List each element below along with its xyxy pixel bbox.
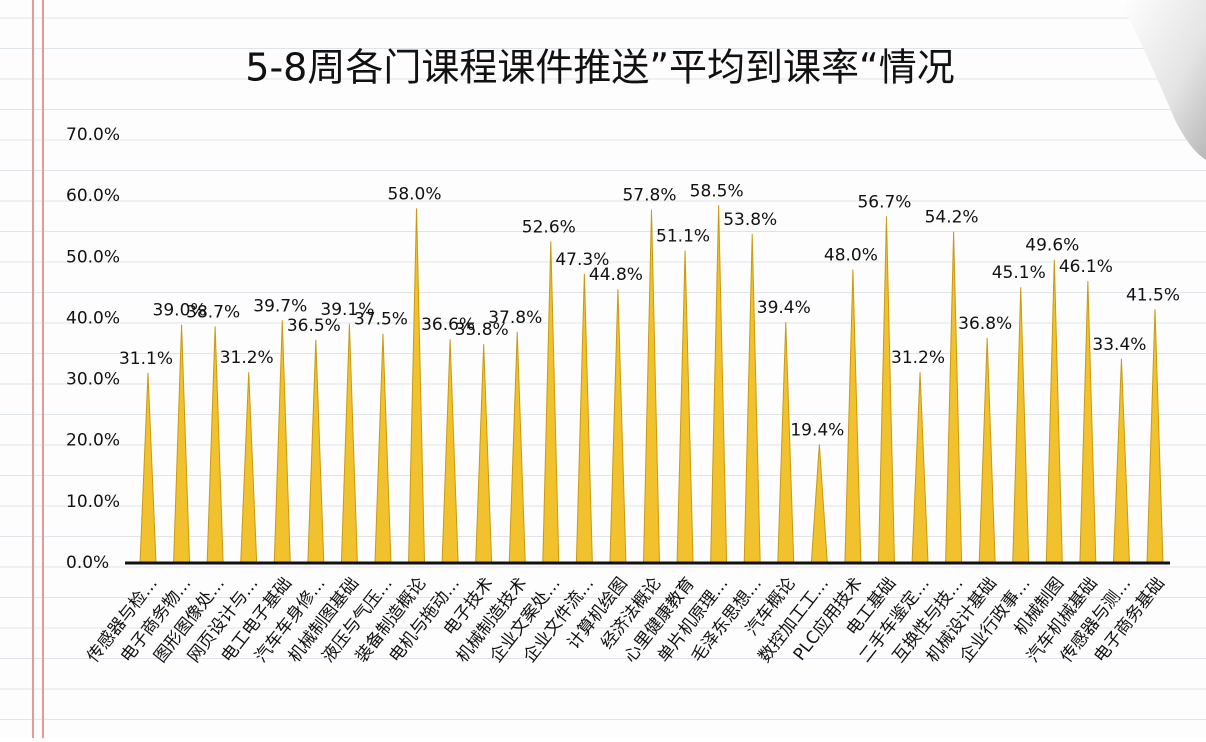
data-label: 52.6% <box>522 217 576 237</box>
data-label: 39.4% <box>757 298 811 318</box>
data-label: 39.1% <box>320 300 374 320</box>
data-label: 31.1% <box>119 349 173 369</box>
y-tick-label: 0.0% <box>66 553 109 573</box>
data-label: 35.8% <box>455 320 509 340</box>
data-label: 56.7% <box>857 192 911 212</box>
data-label: 39.7% <box>253 296 307 316</box>
data-label: 31.2% <box>220 348 274 368</box>
data-label: 53.8% <box>723 210 777 230</box>
y-tick-label: 60.0% <box>66 186 120 206</box>
data-label: 47.3% <box>555 250 609 270</box>
data-label: 36.8% <box>958 314 1012 334</box>
y-tick-label: 40.0% <box>66 308 120 328</box>
y-tick-label: 10.0% <box>66 492 120 512</box>
data-label: 54.2% <box>925 208 979 228</box>
y-tick-label: 30.0% <box>66 370 120 390</box>
data-label: 51.1% <box>656 227 710 247</box>
data-label: 58.5% <box>690 181 744 201</box>
data-label: 19.4% <box>790 420 844 440</box>
data-label: 57.8% <box>622 186 676 206</box>
data-label: 39.0% <box>153 301 207 321</box>
data-label: 44.8% <box>589 265 643 285</box>
data-label: 38.7% <box>186 302 240 322</box>
data-label: 31.2% <box>891 348 945 368</box>
data-label: 48.0% <box>824 246 878 266</box>
chart-title: 5-8周各门课程课件推送”平均到课率“情况 <box>245 46 954 90</box>
data-label: 46.1% <box>1059 257 1113 277</box>
y-tick-label: 50.0% <box>66 247 120 267</box>
data-label: 41.5% <box>1126 285 1180 305</box>
data-label: 45.1% <box>992 263 1046 283</box>
data-label: 36.5% <box>287 316 341 336</box>
page-curl <box>1120 0 1206 160</box>
data-label: 58.0% <box>388 184 442 204</box>
data-label: 49.6% <box>1025 236 1079 256</box>
data-label: 37.8% <box>488 308 542 328</box>
data-label: 36.6% <box>421 315 475 335</box>
y-tick-label: 20.0% <box>66 431 120 451</box>
y-tick-label: 70.0% <box>66 125 120 145</box>
data-label: 37.5% <box>354 310 408 330</box>
data-label: 33.4% <box>1092 335 1146 355</box>
ruled-lines <box>0 17 1206 720</box>
